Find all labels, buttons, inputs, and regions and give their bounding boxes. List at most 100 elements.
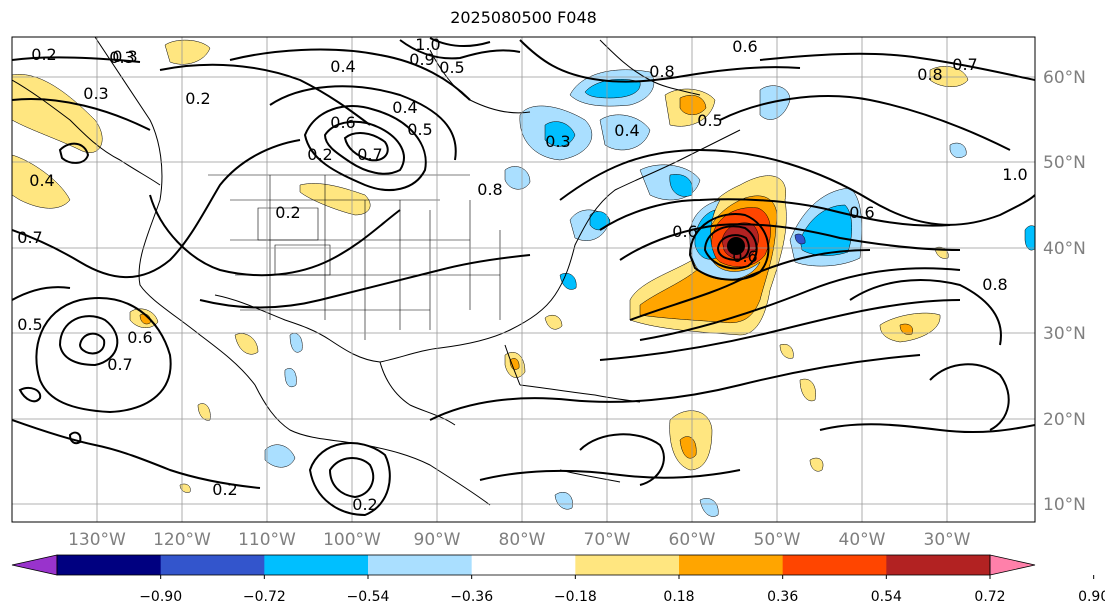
contour-label: 0.3 (83, 84, 108, 103)
latitude-label: 10°N (1043, 495, 1086, 515)
negative-anomaly-region (544, 121, 576, 147)
contour-label: 0.2 (212, 480, 237, 499)
negative-anomaly-region (694, 209, 717, 260)
contour-label: 0.5 (439, 58, 464, 77)
longitude-label: 130°W (68, 530, 126, 550)
contour-label: 0.4 (614, 121, 639, 140)
contour-label: 0.8 (477, 180, 502, 199)
negative-anomaly-region (589, 211, 611, 231)
positive-anomaly-region (197, 403, 211, 421)
map-title: 2025080500 F048 (450, 8, 597, 27)
contour-label: 0.5 (697, 111, 722, 130)
contour-label: 0.8 (649, 62, 674, 81)
contour-label: 0.9 (409, 50, 434, 69)
longitude-label: 50°W (754, 530, 801, 550)
state-borders (208, 174, 501, 340)
positive-anomaly-region (794, 233, 806, 245)
positive-anomaly-region (799, 378, 816, 402)
negative-anomaly-region (1024, 225, 1035, 251)
negative-anomaly-region (284, 368, 297, 388)
longitude-label: 120°W (153, 530, 211, 550)
latitude-label: 60°N (1043, 68, 1086, 88)
negative-anomaly-region (949, 142, 967, 158)
positive-anomaly-region (509, 358, 520, 370)
longitude-label: 40°W (839, 530, 886, 550)
colorbar-outline (56, 554, 991, 576)
positive-anomaly-region (679, 95, 707, 115)
contour-label: 0.2 (31, 45, 56, 64)
colorbar-segment (679, 555, 784, 575)
colorbar-segment (57, 555, 162, 575)
longitude-label: 80°W (499, 530, 546, 550)
contour-label: 0.6 (849, 203, 874, 222)
longitude-label: 60°W (669, 530, 716, 550)
colorbar-tick-label: 0.36 (767, 589, 798, 605)
colorbar-extend-max (989, 554, 1036, 576)
contour-label: 0.7 (107, 355, 132, 374)
latitude-label: 20°N (1043, 410, 1086, 430)
contour-label: 0.5 (17, 315, 42, 334)
contour-label: 1.0 (415, 35, 440, 54)
contour-label: 1.0 (1002, 165, 1027, 184)
negative-anomaly-region (599, 114, 651, 151)
positive-anomaly-region (809, 457, 824, 472)
contour-label: 0.3 (112, 47, 137, 66)
colorbar-segment (471, 555, 576, 575)
contour-label: 0.2 (275, 203, 300, 222)
colorbar-tick-label: −0.18 (554, 589, 597, 605)
coastlines (12, 37, 741, 506)
negative-anomaly-region (264, 444, 296, 468)
colorbar-segment (575, 555, 680, 575)
colorbar-tick-label: 0.54 (871, 589, 902, 605)
colorbar-tick-label: −0.90 (139, 589, 182, 605)
colorbar-segment (160, 555, 265, 575)
contour-label: 0.2 (352, 495, 377, 514)
colorbar-tick-label: −0.36 (450, 589, 493, 605)
contour-label: 0.6 (330, 113, 355, 132)
longitude-label: 30°W (924, 530, 971, 550)
colorbar-extend-min (11, 554, 58, 576)
lat-lon-grid (12, 37, 1035, 522)
latitude-label: 40°N (1043, 239, 1086, 259)
contour-label: 0.8 (982, 275, 1007, 294)
colorbar-tick-label: 0.72 (974, 589, 1005, 605)
contour-labels: 0.2 0.30.3 0.20.41.00.9 0.50.60.40.50.80.50… (17, 35, 1027, 514)
colorbar-tick-label: 0.90 (1078, 589, 1105, 605)
contour-label: 0.6 (732, 247, 757, 266)
positive-anomaly-region (12, 154, 71, 209)
positive-anomaly-region (899, 323, 913, 335)
contour-label: 0.7 (952, 55, 977, 74)
colorbar-tick-label: −0.72 (243, 589, 286, 605)
negative-anomaly-region (504, 166, 531, 190)
contour-label: 0.3 (545, 132, 570, 151)
colorbar-tick-label: −0.54 (347, 589, 390, 605)
contour-label: 0.8 (917, 65, 942, 84)
latitude-label: 50°N (1043, 153, 1086, 173)
contour-label: 0.7 (17, 228, 42, 247)
contour-label: 0.2 (185, 89, 210, 108)
negative-anomaly-region (289, 333, 303, 353)
contour-label: 0.3 (109, 48, 134, 67)
positive-anomaly-region (234, 333, 259, 355)
contour-label: 0.4 (330, 57, 355, 76)
contour-label: 0.4 (392, 98, 417, 117)
colorbar-tick-label: 0.18 (663, 589, 694, 605)
longitude-label: 70°W (584, 530, 631, 550)
low-center-marker (727, 237, 745, 255)
contour-lines (12, 37, 1035, 517)
positive-anomaly-region (299, 183, 371, 216)
longitude-label: 100°W (323, 530, 381, 550)
positive-anomaly-region (164, 39, 211, 65)
contour-label: 0.4 (29, 171, 54, 190)
colorbar-segment (368, 555, 473, 575)
positive-anomaly-region (179, 483, 191, 493)
colorbar-segment (782, 555, 887, 575)
contour-label: 0.6 (127, 328, 152, 347)
contour-label: 0.7 (357, 145, 382, 164)
colorbar-segment (886, 555, 991, 575)
colorbar: −0.90 −0.72 −0.54 −0.36 −0.18 0.18 0.36 0.54 0.7… (11, 554, 1105, 605)
negative-anomaly-region (554, 492, 573, 510)
positive-anomaly-region (779, 344, 794, 359)
latitude-labels: 60°N 50°N 40°N 30°N 20°N 10°N (1043, 68, 1086, 515)
